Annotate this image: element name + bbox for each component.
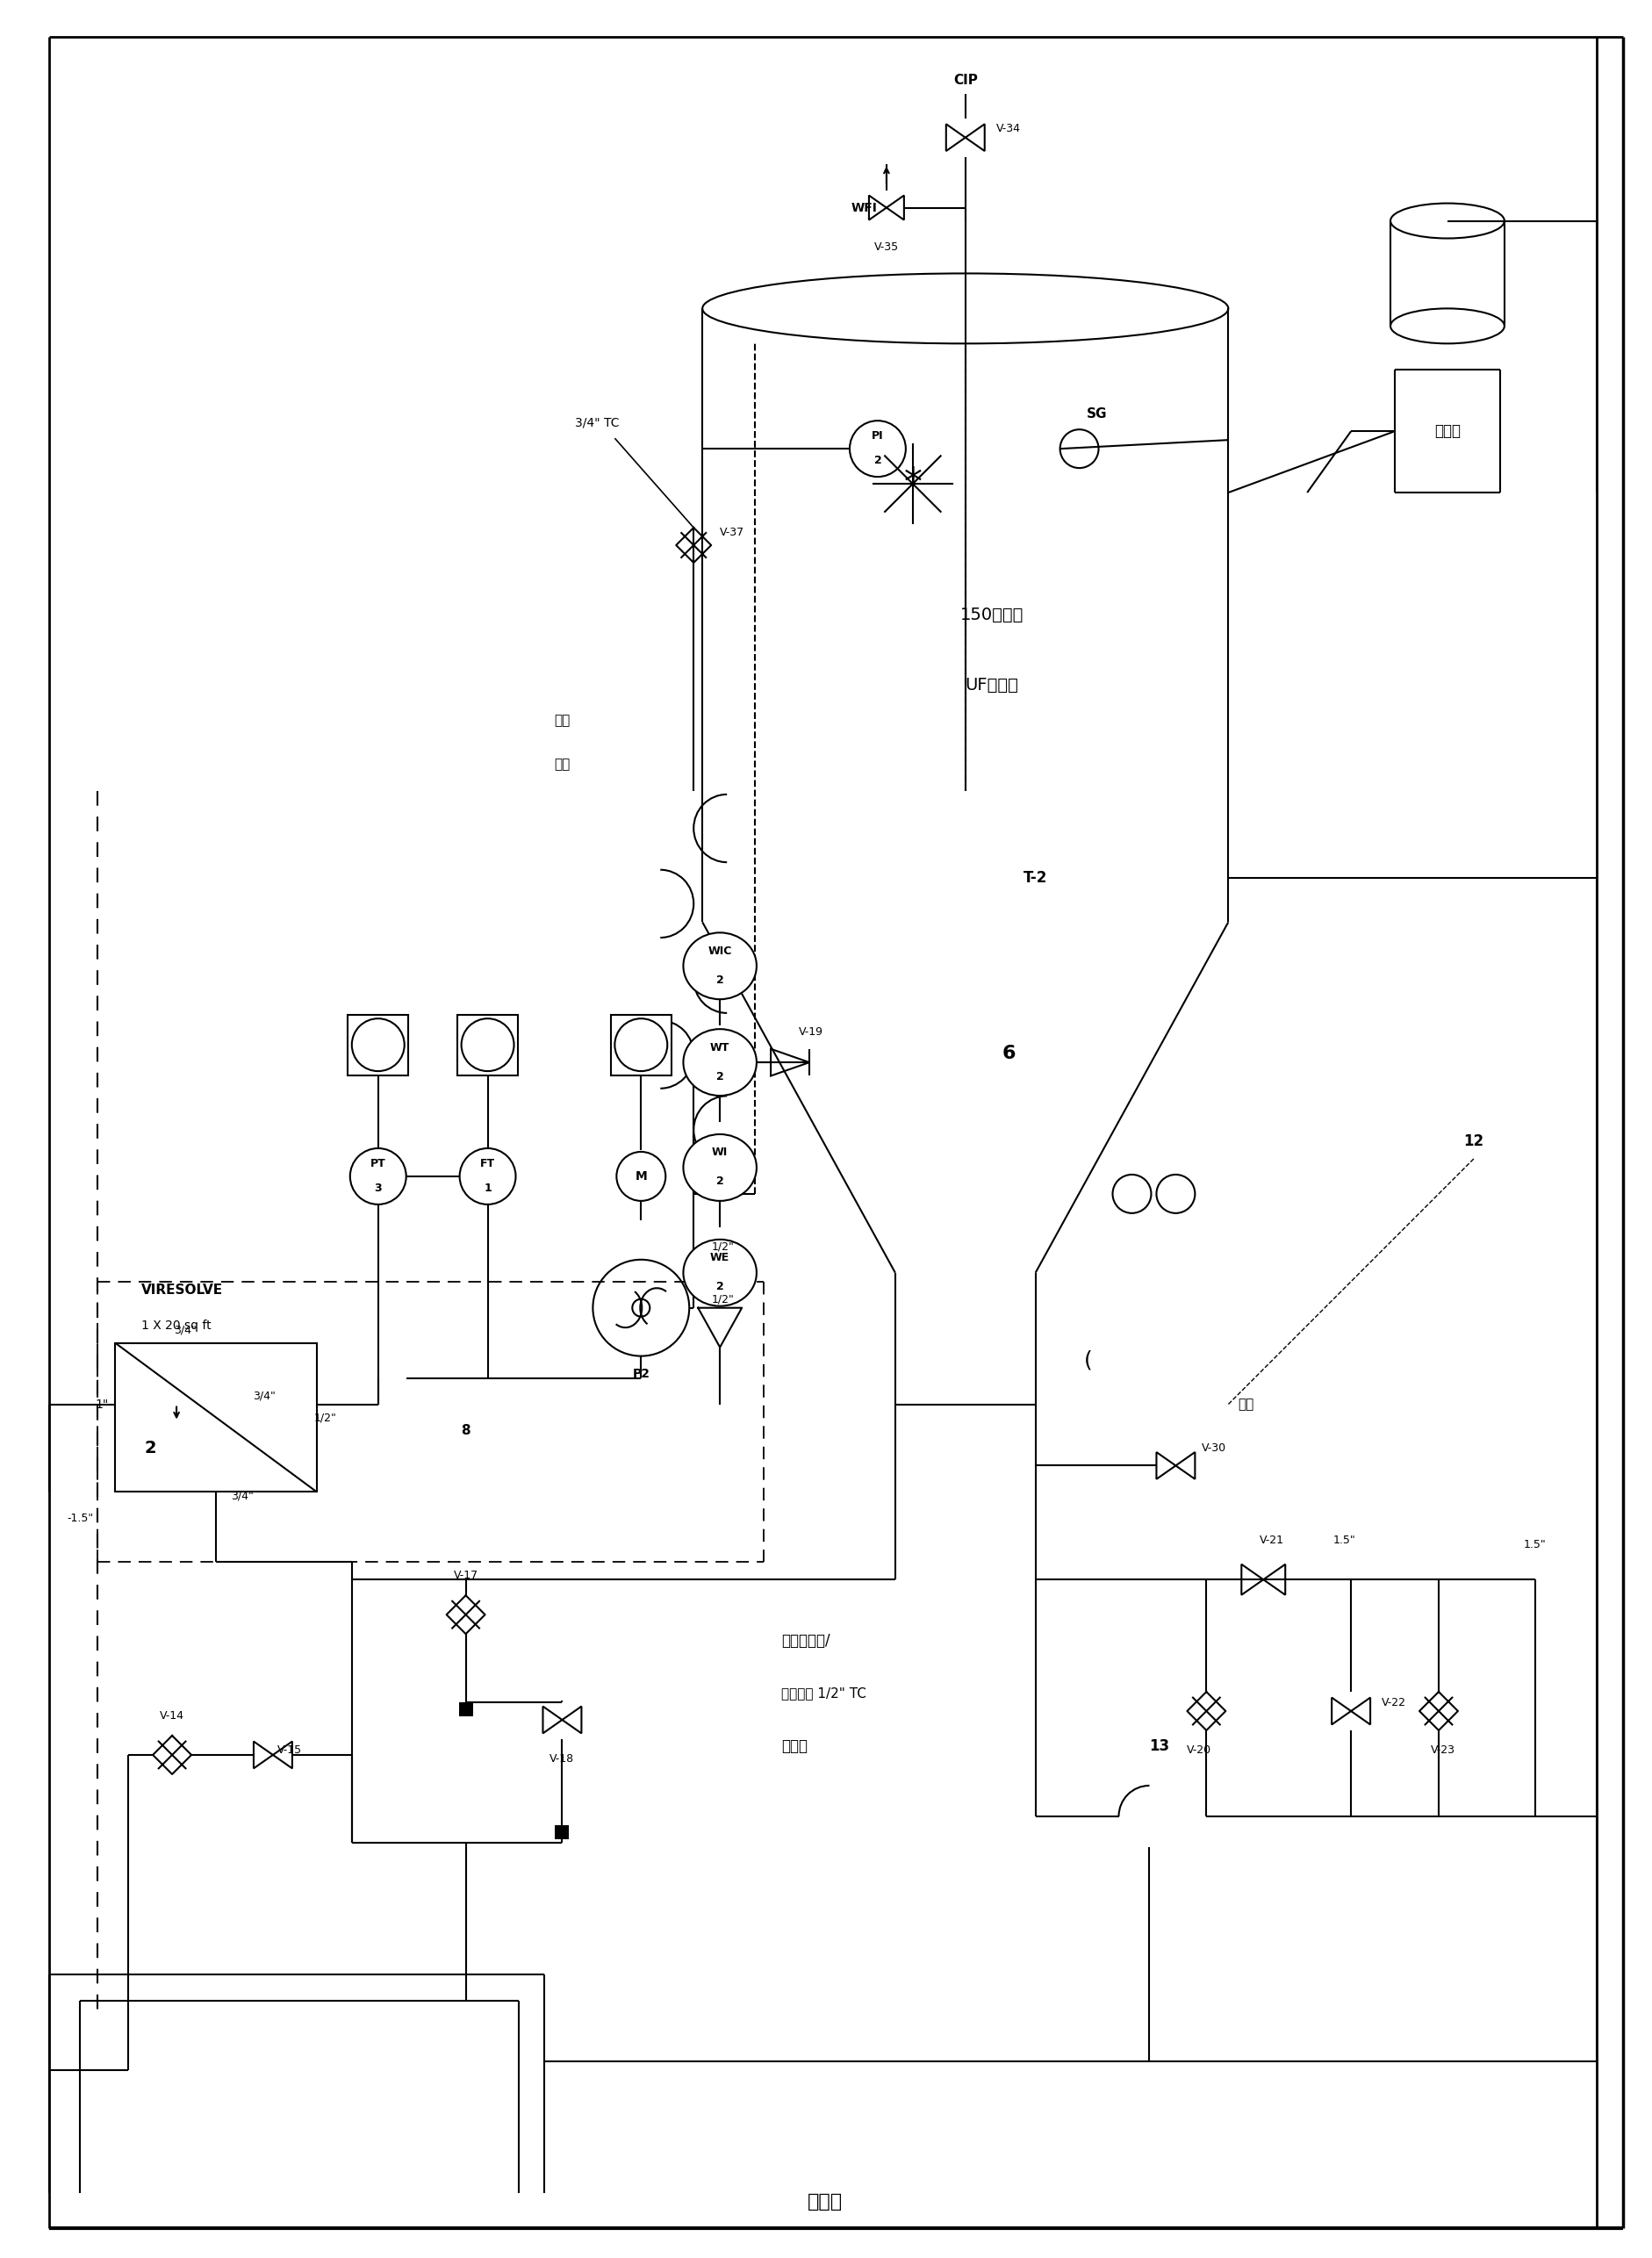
Circle shape — [459, 1149, 515, 1204]
Text: 2: 2 — [715, 1176, 724, 1188]
Text: 1": 1" — [96, 1398, 109, 1411]
Text: 3/4": 3/4" — [253, 1389, 276, 1402]
Text: WT: WT — [710, 1041, 730, 1052]
Bar — [349, 1014, 408, 1075]
Text: 2: 2 — [874, 454, 882, 465]
Bar — [116, 1344, 317, 1493]
Text: -1.5": -1.5" — [68, 1513, 94, 1524]
Text: 1/2": 1/2" — [710, 1294, 733, 1305]
Text: CIP: CIP — [953, 75, 978, 88]
Text: 1.5": 1.5" — [1523, 1538, 1546, 1551]
Bar — [611, 1014, 671, 1075]
Text: *: * — [904, 465, 922, 501]
Text: P2: P2 — [633, 1368, 649, 1380]
Text: 2: 2 — [715, 1070, 724, 1082]
Circle shape — [350, 1149, 406, 1204]
Circle shape — [616, 1152, 666, 1201]
Text: 1: 1 — [484, 1052, 491, 1061]
Text: 13: 13 — [1150, 1739, 1170, 1754]
Text: 缓冲液进口/: 缓冲液进口/ — [781, 1633, 829, 1648]
Text: 冷凝液: 冷凝液 — [781, 1739, 808, 1754]
Text: PT: PT — [370, 1158, 387, 1170]
Text: T-2: T-2 — [1024, 869, 1047, 885]
Text: V-30: V-30 — [1203, 1443, 1227, 1454]
Ellipse shape — [684, 1240, 757, 1305]
Text: V-17: V-17 — [453, 1569, 477, 1581]
Text: PI: PI — [872, 431, 884, 443]
Text: V-35: V-35 — [874, 242, 899, 253]
Text: V-15: V-15 — [278, 1745, 302, 1757]
Text: SG: SG — [1087, 406, 1107, 420]
Text: V-34: V-34 — [996, 124, 1021, 135]
Text: 12: 12 — [1464, 1134, 1483, 1149]
Ellipse shape — [684, 1030, 757, 1095]
Text: 弯曲: 弯曲 — [553, 714, 570, 727]
Text: FT: FT — [481, 1158, 496, 1170]
Bar — [459, 1703, 472, 1716]
Text: (: ( — [1084, 1350, 1092, 1371]
Text: 3: 3 — [375, 1183, 382, 1194]
Text: V-20: V-20 — [1188, 1745, 1211, 1757]
Circle shape — [352, 1018, 405, 1070]
Text: V-22: V-22 — [1381, 1696, 1406, 1707]
Text: 2: 2 — [638, 1052, 644, 1061]
Text: 150升容器: 150升容器 — [960, 607, 1024, 623]
Text: 2: 2 — [715, 973, 724, 987]
Text: WFI: WFI — [851, 201, 877, 215]
Text: 排放口: 排放口 — [808, 2193, 843, 2211]
Circle shape — [615, 1018, 667, 1070]
Text: 1.5": 1.5" — [1333, 1535, 1356, 1547]
Text: V-23: V-23 — [1431, 1745, 1455, 1757]
Text: 3/4": 3/4" — [231, 1490, 254, 1502]
Text: 1/2": 1/2" — [314, 1411, 337, 1423]
Text: PI: PI — [373, 1030, 383, 1036]
Text: WIC: WIC — [709, 946, 732, 957]
Text: V-19: V-19 — [800, 1025, 823, 1036]
Text: M: M — [634, 1170, 648, 1183]
Text: 2: 2 — [144, 1441, 157, 1456]
Text: HS: HS — [633, 1030, 649, 1036]
Circle shape — [849, 420, 905, 476]
Text: V-37: V-37 — [720, 526, 745, 537]
Bar — [555, 1824, 570, 1838]
Text: V-21: V-21 — [1260, 1535, 1284, 1547]
Text: 软管: 软管 — [553, 759, 570, 770]
Text: VIRESOLVE: VIRESOLVE — [142, 1285, 223, 1296]
Ellipse shape — [684, 933, 757, 1000]
Text: WI: WI — [712, 1147, 729, 1158]
Text: 1/2": 1/2" — [710, 1240, 733, 1253]
Text: V-14: V-14 — [160, 1709, 185, 1721]
Text: 搅拌器: 搅拌器 — [1434, 422, 1460, 438]
Circle shape — [461, 1018, 514, 1070]
Text: 3/4": 3/4" — [173, 1323, 197, 1334]
Text: 产品回收 1/2" TC: 产品回收 1/2" TC — [781, 1687, 866, 1700]
Text: WE: WE — [710, 1253, 730, 1264]
Bar — [458, 1014, 519, 1075]
Text: 2: 2 — [715, 1280, 724, 1292]
Text: 3: 3 — [375, 1052, 382, 1061]
Text: FIQ: FIQ — [479, 1030, 496, 1036]
Ellipse shape — [684, 1134, 757, 1201]
Text: 1 X 20 sq ft: 1 X 20 sq ft — [142, 1319, 211, 1332]
Text: 6: 6 — [1003, 1045, 1016, 1064]
Text: 8: 8 — [461, 1425, 471, 1436]
Text: 样品: 样品 — [1237, 1398, 1254, 1411]
Text: UF再循环: UF再循环 — [965, 677, 1018, 693]
Text: 3/4" TC: 3/4" TC — [575, 415, 620, 429]
Text: 1: 1 — [484, 1183, 492, 1194]
Text: V-18: V-18 — [550, 1754, 575, 1766]
